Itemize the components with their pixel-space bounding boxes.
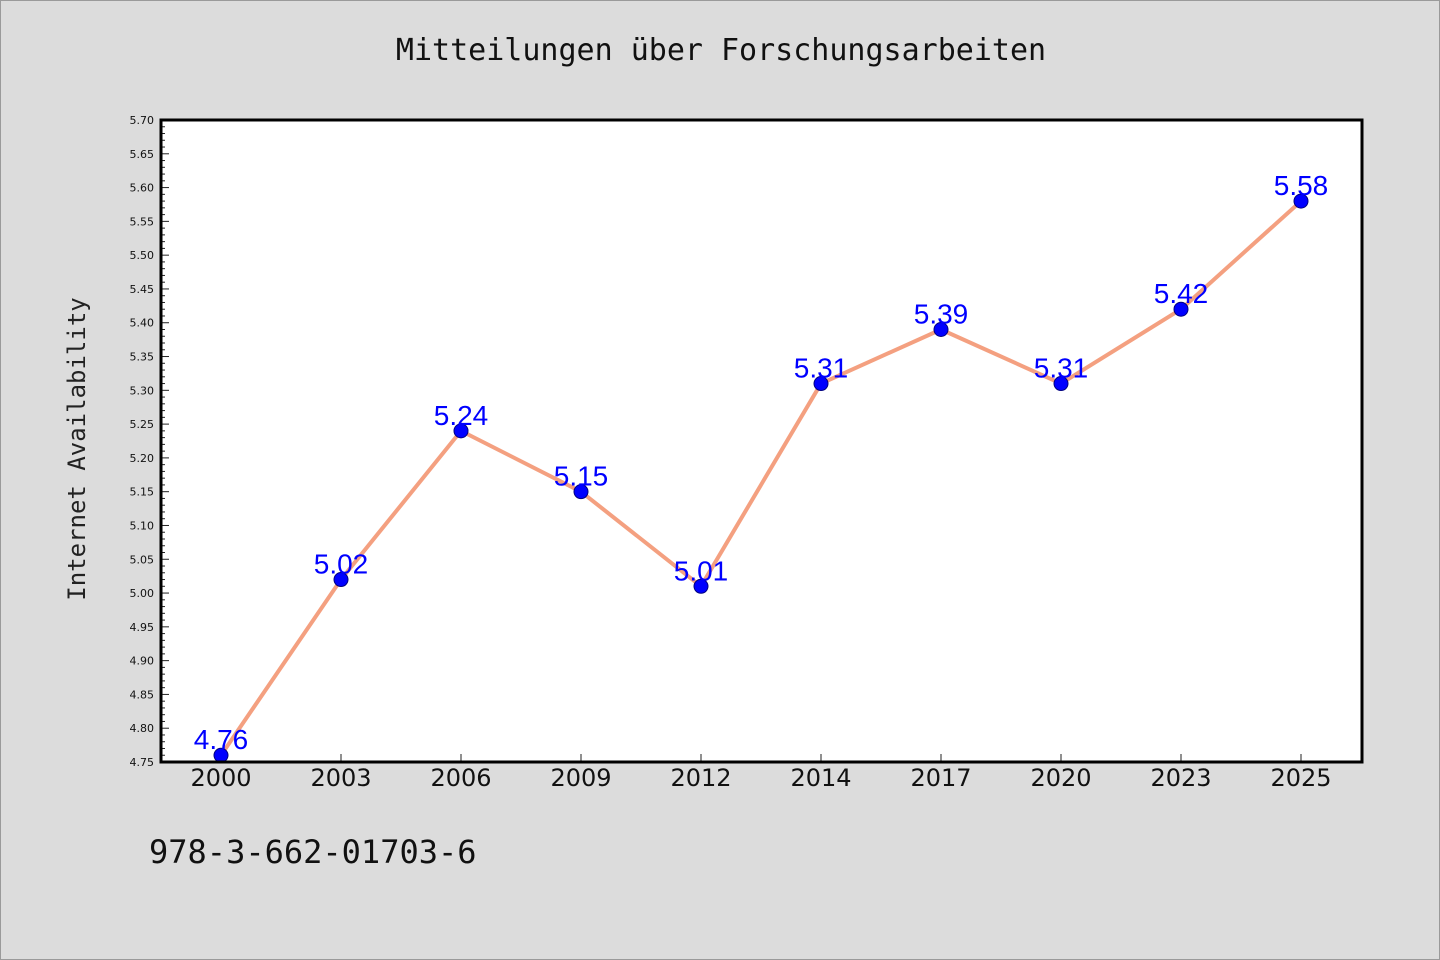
data-label: 5.01 [674,555,729,586]
y-tick-label: 5.60 [130,182,155,195]
x-tick-label: 2009 [550,764,611,792]
y-tick-label: 4.90 [130,655,155,668]
y-tick-label: 5.50 [130,249,155,262]
x-tick-label: 2000 [190,764,251,792]
data-label: 5.24 [434,400,489,431]
y-tick-label: 5.35 [130,351,155,364]
data-label: 5.31 [1034,353,1089,384]
y-tick-label: 5.25 [130,418,155,431]
x-tick-label: 2003 [310,764,371,792]
y-tick-label: 4.85 [130,688,155,701]
plot-frame [159,118,1364,764]
data-point [1173,301,1189,317]
data-label: 5.31 [794,353,849,384]
series-line [219,199,1303,758]
x-tick-label: 2006 [430,764,491,792]
x-tick-label: 2020 [1030,764,1091,792]
y-tick-label: 5.10 [130,519,155,532]
y-tick-label: 5.70 [130,114,155,127]
plot-background [161,120,1362,762]
data-point [693,578,709,594]
data-point [1053,376,1069,392]
data-label: 5.58 [1274,170,1329,201]
y-tick-label: 5.00 [130,587,155,600]
data-label: 5.02 [314,549,369,580]
y-tick-label: 5.45 [130,283,155,296]
y-tick-label: 5.55 [130,215,155,228]
data-point [453,423,469,439]
footer-code: 978-3-662-01703-6 [149,833,477,871]
x-tick-label: 2023 [1150,764,1211,792]
data-point [573,484,589,500]
data-label: 4.76 [194,724,249,755]
y-tick-label: 4.80 [130,722,155,735]
x-tick-label: 2017 [910,764,971,792]
y-tick-label: 4.95 [130,621,155,634]
y-tick-label: 5.15 [130,486,155,499]
data-label: 5.39 [914,298,969,329]
data-label: 5.42 [1154,278,1209,309]
y-tick-label: 5.65 [130,148,155,161]
y-tick-label: 5.30 [130,384,155,397]
chart-title: Mitteilungen über Forschungsarbeiten [395,33,1047,68]
data-label: 5.15 [554,461,609,492]
y-tick-label: 4.75 [130,756,155,769]
y-tick-label: 5.20 [130,452,155,465]
y-tick-label: 5.05 [130,553,155,566]
y-tick-label: 5.40 [130,317,155,330]
data-point [933,321,949,337]
x-tick-label: 2014 [790,764,851,792]
data-point [813,376,829,392]
x-tick-label: 2025 [1270,764,1331,792]
data-point [1293,193,1309,209]
x-tick-label: 2012 [670,764,731,792]
data-point [333,572,349,588]
